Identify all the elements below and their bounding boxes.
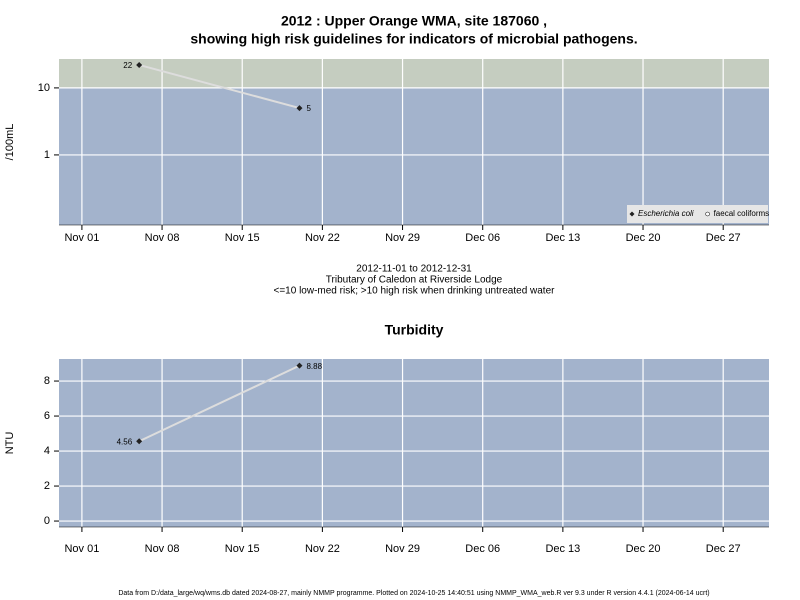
data-point — [296, 362, 303, 369]
x-tick-label: Nov 22 — [305, 543, 340, 555]
value-label: 5 — [306, 104, 311, 113]
note: <=10 low-med risk; >10 high risk when dr… — [274, 286, 556, 297]
x-tick-label: Dec 20 — [626, 543, 661, 555]
x-tick-label: Dec 27 — [706, 543, 741, 555]
series-line — [138, 63, 300, 110]
legend-marker — [629, 211, 635, 217]
legend-marker — [705, 211, 710, 217]
threshold-band — [59, 59, 769, 88]
y-tick-label: 8 — [44, 375, 50, 387]
legend-box — [627, 205, 768, 223]
data-point — [136, 438, 143, 445]
x-tick-label: Nov 01 — [64, 543, 99, 555]
x-tick-label: Nov 29 — [385, 543, 420, 555]
note: 2012-11-01 to 2012-12-31 — [356, 264, 472, 275]
x-tick-label: Nov 15 — [225, 543, 260, 555]
x-tick-label: Dec 27 — [706, 232, 741, 244]
legend-label: faecal coliforms — [714, 209, 770, 218]
plot-background — [59, 359, 769, 527]
data-point — [296, 105, 303, 112]
note: Tributary of Caledon at Riverside Lodge — [326, 275, 503, 286]
y-axis-label: /100mL — [4, 124, 16, 161]
y-tick-label: 6 — [44, 410, 50, 422]
data-point — [136, 61, 143, 68]
y-tick-label: 2 — [44, 480, 50, 492]
value-label: 8.88 — [306, 362, 322, 371]
x-tick-label: Dec 13 — [545, 543, 580, 555]
value-label: 22 — [123, 61, 132, 70]
x-tick-label: Nov 01 — [64, 232, 99, 244]
value-label: 4.56 — [117, 437, 133, 446]
y-tick-label: 10 — [38, 82, 50, 94]
x-tick-label: Nov 08 — [145, 543, 180, 555]
x-tick-label: Nov 15 — [225, 232, 260, 244]
series-line — [138, 364, 300, 443]
y-tick-label: 0 — [44, 515, 50, 527]
y-axis-label: NTU — [4, 432, 16, 455]
x-tick-label: Dec 06 — [465, 232, 500, 244]
x-tick-label: Nov 08 — [145, 232, 180, 244]
chart-title: showing high risk guidelines for indicat… — [190, 31, 637, 47]
footer: Data from D:/data_large/wq/wms.db dated … — [118, 590, 709, 597]
x-tick-label: Dec 20 — [626, 232, 661, 244]
x-tick-label: Dec 06 — [465, 543, 500, 555]
chart-title: 2012 : Upper Orange WMA, site 187060 , — [281, 13, 547, 29]
x-tick-label: Nov 29 — [385, 232, 420, 244]
x-tick-label: Dec 13 — [545, 232, 580, 244]
legend-label: Escherichia coli — [638, 209, 694, 218]
x-tick-label: Nov 22 — [305, 232, 340, 244]
legend: Escherichia coli faecal coliforms — [627, 205, 769, 223]
y-tick-label: 4 — [44, 445, 50, 457]
chart-title: Turbidity — [385, 322, 444, 338]
y-tick-label: 1 — [44, 149, 50, 161]
